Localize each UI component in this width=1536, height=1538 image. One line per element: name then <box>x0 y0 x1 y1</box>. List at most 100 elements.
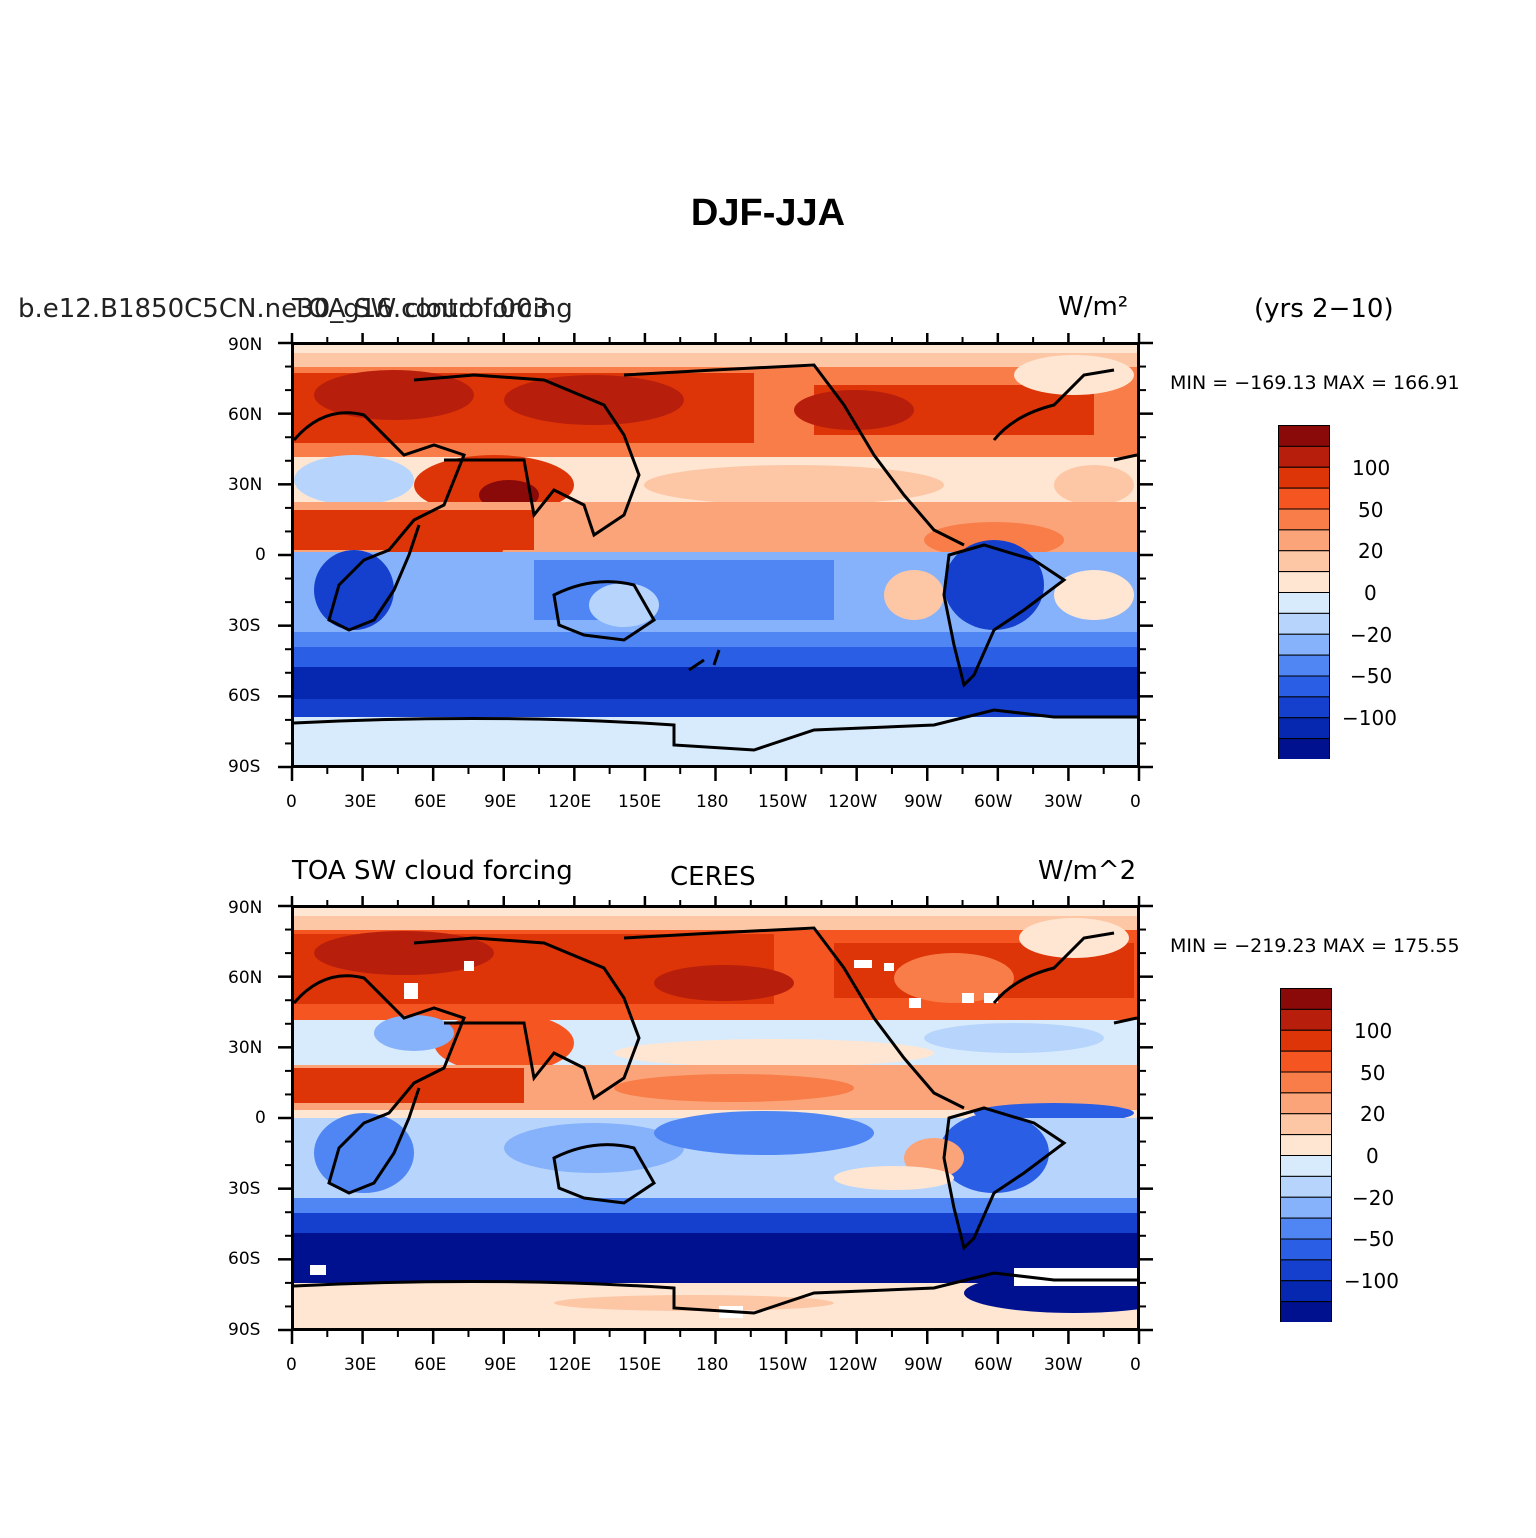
panel2-lat-90s: 90S <box>228 1320 261 1340</box>
panel2-lat-30n: 30N <box>228 1038 263 1058</box>
panel1-map <box>291 342 1140 768</box>
panel2-lat-60s: 60S <box>228 1249 261 1269</box>
panel2-lon-60e: 60E <box>414 1355 447 1375</box>
panel1-lon-120e: 120E <box>548 792 592 812</box>
figure-title: DJF-JJA <box>690 192 846 234</box>
panel1-cbar-swatch <box>1278 633 1330 656</box>
panel1-lon-60e: 60E <box>414 792 447 812</box>
panel2-lon-150e: 150E <box>618 1355 662 1375</box>
panel1-lat-60n: 60N <box>228 405 263 425</box>
panel1-cbar-m100: −100 <box>1342 706 1397 730</box>
panel1-cbar-swatch <box>1278 675 1330 698</box>
panel2-min-max: MIN = −219.23 MAX = 175.55 <box>1170 935 1460 957</box>
panel2-cbar-swatch <box>1280 1301 1332 1322</box>
panel1-lon-150w: 150W <box>758 792 808 812</box>
panel2-cbar-20: 20 <box>1360 1102 1386 1126</box>
panel2-cbar-swatch <box>1280 1092 1332 1115</box>
panel1-cbar-swatch <box>1278 654 1330 677</box>
panel1-cbar-swatch <box>1278 738 1330 759</box>
panel1-lat-30s: 30S <box>228 616 261 636</box>
panel2-cbar-swatch <box>1280 1050 1332 1073</box>
panel2-units: W/m^2 <box>1038 856 1137 886</box>
panel1-lon-150e: 150E <box>618 792 662 812</box>
panel1-min-max: MIN = −169.13 MAX = 166.91 <box>1170 372 1460 394</box>
panel2-lat-90n: 90N <box>228 898 263 918</box>
panel1-cbar-20: 20 <box>1358 539 1384 563</box>
panel2-map <box>291 905 1140 1331</box>
panel2-lon-180: 180 <box>696 1355 729 1375</box>
panel1-lon-120w: 120W <box>828 792 878 812</box>
panel1-cbar-0: 0 <box>1364 581 1377 605</box>
panel2-cbar-swatch <box>1280 1238 1332 1261</box>
panel1-years: (yrs 2−10) <box>1254 294 1394 324</box>
panel2-field <box>294 908 1137 1328</box>
panel1-cbar-swatch <box>1278 592 1330 614</box>
panel2-cbar-100: 100 <box>1354 1019 1393 1043</box>
panel2-lon-30w: 30W <box>1044 1355 1083 1375</box>
panel1-center-title: TOA SW cloud forcing <box>292 294 573 324</box>
panel2-lon-120e: 120E <box>548 1355 592 1375</box>
panel1-lon-30e: 30E <box>344 792 377 812</box>
panel1-lat-90s: 90S <box>228 757 261 777</box>
panel1-lon-30w: 30W <box>1044 792 1083 812</box>
panel2-cbar-swatch <box>1280 1280 1332 1303</box>
panel2-lon-150w: 150W <box>758 1355 808 1375</box>
panel1-lon-0: 0 <box>286 792 297 812</box>
panel1-units: W/m² <box>1058 292 1129 322</box>
panel1-lat-30n: 30N <box>228 475 263 495</box>
panel2-cbar-m100: −100 <box>1344 1269 1399 1293</box>
panel2-lat-60n: 60N <box>228 968 263 988</box>
panel1-cbar-swatch <box>1278 529 1330 552</box>
panel2-cbar-swatch <box>1280 1155 1332 1177</box>
panel1-cbar-swatch <box>1278 696 1330 719</box>
panel1-cbar-swatch <box>1278 466 1330 489</box>
panel1-cbar-swatch <box>1278 612 1330 635</box>
panel1-left-title: b.e12.B1850C5CN.ne30_g16.control.003 <box>18 294 550 324</box>
panel1-colorbar <box>1278 425 1330 759</box>
panel2-colorbar <box>1280 988 1332 1322</box>
panel2-cbar-50: 50 <box>1360 1061 1386 1085</box>
panel1-cbar-m50: −50 <box>1350 664 1393 688</box>
panel2-lat-30s: 30S <box>228 1179 261 1199</box>
panel1-lon-90e: 90E <box>484 792 517 812</box>
panel1-lon-0-end: 0 <box>1130 792 1141 812</box>
panel2-cbar-m50: −50 <box>1352 1227 1395 1251</box>
panel1-lon-60w: 60W <box>974 792 1013 812</box>
panel1-cbar-swatch <box>1278 550 1330 573</box>
panel2-lon-90e: 90E <box>484 1355 517 1375</box>
panel1-lat-90n: 90N <box>228 335 263 355</box>
panel1-field <box>294 345 1137 765</box>
panel2-cbar-swatch <box>1280 1175 1332 1198</box>
panel2-cbar-swatch <box>1280 1071 1332 1094</box>
panel1-cbar-m20: −20 <box>1350 623 1393 647</box>
panel1-cbar-100: 100 <box>1352 456 1391 480</box>
panel2-cbar-0: 0 <box>1366 1144 1379 1168</box>
panel1-cbar-50: 50 <box>1358 498 1384 522</box>
panel1-cbar-swatch <box>1278 445 1330 468</box>
panel1-cbar-swatch <box>1278 425 1330 447</box>
panel1-cbar-swatch <box>1278 717 1330 740</box>
panel2-lon-120w: 120W <box>828 1355 878 1375</box>
panel2-cbar-m20: −20 <box>1352 1186 1395 1210</box>
panel2-cbar-swatch <box>1280 1217 1332 1240</box>
panel2-cbar-swatch <box>1280 988 1332 1010</box>
panel2-cbar-swatch <box>1280 1008 1332 1031</box>
panel1-lon-180: 180 <box>696 792 729 812</box>
panel2-cbar-swatch <box>1280 1196 1332 1219</box>
panel2-lat-0: 0 <box>255 1108 266 1128</box>
panel2-lon-0-end: 0 <box>1130 1355 1141 1375</box>
panel2-lon-30e: 30E <box>344 1355 377 1375</box>
panel2-cbar-swatch <box>1280 1029 1332 1052</box>
panel2-center-title: CERES <box>670 862 756 892</box>
panel2-cbar-swatch <box>1280 1113 1332 1136</box>
panel2-lon-90w: 90W <box>904 1355 943 1375</box>
panel2-cbar-swatch <box>1280 1134 1332 1156</box>
panel1-lon-90w: 90W <box>904 792 943 812</box>
panel1-lat-60s: 60S <box>228 686 261 706</box>
panel2-lon-60w: 60W <box>974 1355 1013 1375</box>
panel2-cbar-swatch <box>1280 1259 1332 1282</box>
panel2-lon-0: 0 <box>286 1355 297 1375</box>
panel1-cbar-swatch <box>1278 508 1330 531</box>
panel2-left-title: TOA SW cloud forcing <box>292 856 573 886</box>
panel1-lat-0: 0 <box>255 545 266 565</box>
